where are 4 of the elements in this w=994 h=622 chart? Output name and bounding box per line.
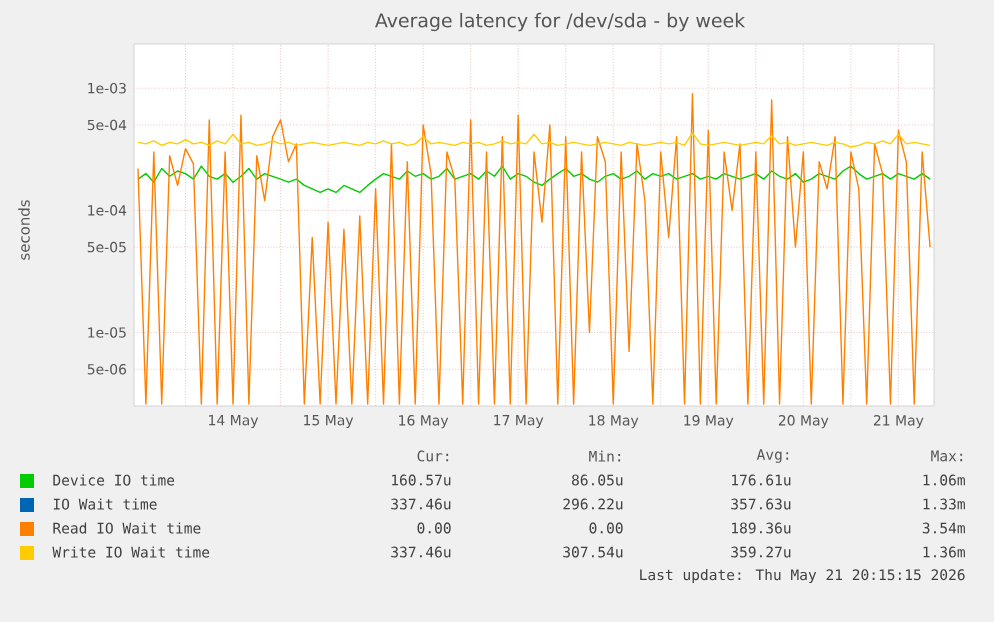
line-series <box>137 93 931 405</box>
line-series <box>137 165 931 194</box>
line-series <box>137 132 931 148</box>
chart-title: Average latency for /dev/sda - by week <box>375 12 746 32</box>
